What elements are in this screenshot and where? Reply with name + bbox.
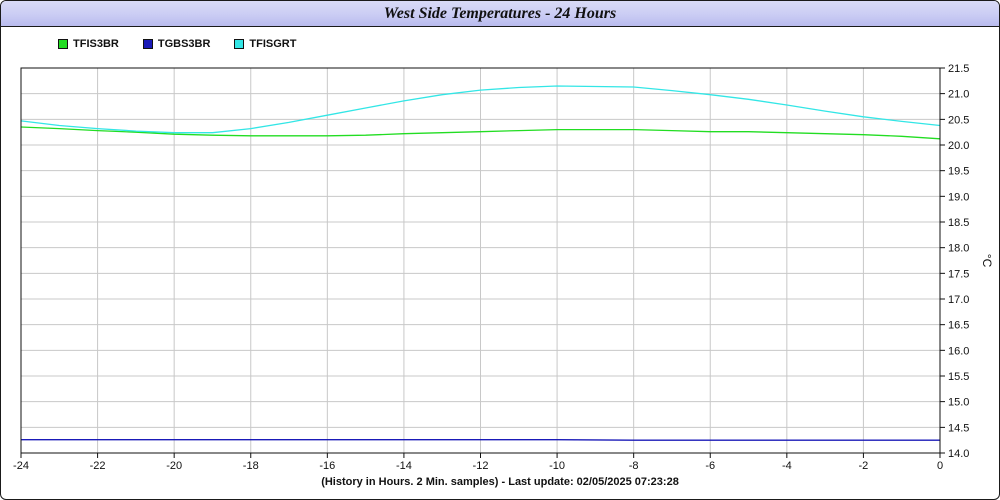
y-tick-label: 16.0 (948, 345, 969, 357)
legend: TFIS3BR TGBS3BR TFISGRT (58, 38, 296, 50)
y-tick-label: 19.5 (948, 166, 969, 178)
x-tick-label: -10 (549, 460, 565, 472)
x-axis-caption: (History in Hours. 2 Min. samples) - Las… (321, 476, 679, 488)
y-tick-label: 17.5 (948, 268, 969, 280)
x-tick-label: -8 (629, 460, 639, 472)
plot-border (20, 67, 941, 454)
legend-item-tfisgrt: TFISGRT (234, 38, 296, 50)
y-tick-label: 16.5 (948, 320, 969, 332)
legend-item-tgbs3br: TGBS3BR (142, 38, 211, 50)
x-tick-label: -6 (705, 460, 715, 472)
legend-swatch-tfisgrt (234, 39, 245, 49)
x-tick-label: -12 (473, 460, 489, 472)
chart-title: West Side Temperatures - 24 Hours (383, 4, 617, 22)
series-line-tgbs3br (21, 439, 940, 441)
x-tick-label: -2 (859, 460, 869, 472)
y-tick-label: 21.0 (948, 89, 969, 101)
y-tick-label: 14.5 (948, 422, 969, 434)
x-tick-label: -18 (243, 460, 259, 472)
y-tick-label: 20.5 (948, 114, 969, 126)
series-line-tfis3br (20, 126, 941, 140)
series-line-tfisgrt (20, 85, 941, 134)
legend-swatch-tfis3br (58, 39, 68, 49)
y-tick-label: 15.5 (948, 371, 969, 383)
y-axis-label: °C (980, 254, 994, 268)
x-tick-label: -22 (90, 460, 106, 472)
legend-label-tfis3br: TFIS3BR (73, 38, 119, 50)
y-tick-label: 19.0 (948, 191, 969, 203)
legend-item-tfis3br: TFIS3BR (58, 38, 119, 50)
x-tick-label: 0 (937, 460, 943, 472)
x-tick-label: -4 (782, 460, 792, 472)
y-tick-label: 17.0 (948, 294, 969, 306)
legend-label-tgbs3br: TGBS3BR (157, 38, 211, 50)
y-tick-label: 18.0 (948, 243, 969, 255)
x-tick-label: -14 (396, 460, 412, 472)
y-tick-label: 20.0 (948, 140, 969, 152)
y-tick-label: 21.5 (948, 63, 969, 75)
x-tick-label: -20 (166, 460, 182, 472)
title-bar: West Side Temperatures - 24 Hours (1, 1, 999, 27)
y-tick-label: 18.5 (948, 217, 969, 229)
y-tick-label: 14.0 (948, 448, 969, 460)
y-tick-label: 15.0 (948, 397, 969, 409)
x-tick-label: -24 (13, 460, 29, 472)
legend-label-tfisgrt: TFISGRT (249, 38, 297, 50)
legend-swatch-tgbs3br (142, 39, 153, 49)
x-tick-label: -16 (319, 460, 335, 472)
